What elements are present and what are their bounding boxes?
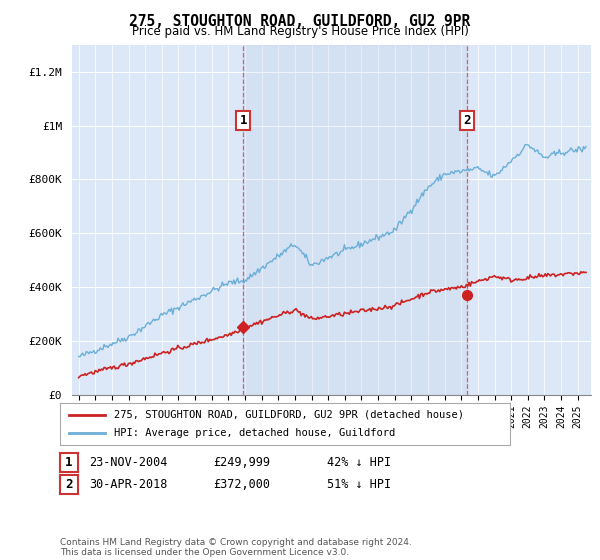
Text: 1: 1 [239,114,247,127]
Text: Price paid vs. HM Land Registry's House Price Index (HPI): Price paid vs. HM Land Registry's House … [131,25,469,38]
Text: 51% ↓ HPI: 51% ↓ HPI [327,478,391,491]
Text: HPI: Average price, detached house, Guildford: HPI: Average price, detached house, Guil… [114,428,395,438]
Text: 275, STOUGHTON ROAD, GUILDFORD, GU2 9PR: 275, STOUGHTON ROAD, GUILDFORD, GU2 9PR [130,14,470,29]
Text: £372,000: £372,000 [213,478,270,491]
Text: 30-APR-2018: 30-APR-2018 [89,478,167,491]
Bar [244,45,467,395]
Text: 42% ↓ HPI: 42% ↓ HPI [327,455,391,469]
Text: Contains HM Land Registry data © Crown copyright and database right 2024.
This d: Contains HM Land Registry data © Crown c… [60,538,412,557]
Text: 2: 2 [65,478,73,491]
Text: 275, STOUGHTON ROAD, GUILDFORD, GU2 9PR (detached house): 275, STOUGHTON ROAD, GUILDFORD, GU2 9PR … [114,410,464,420]
Text: 2: 2 [463,114,470,127]
Text: 23-NOV-2004: 23-NOV-2004 [89,455,167,469]
Text: 1: 1 [65,456,73,469]
Text: £249,999: £249,999 [213,455,270,469]
